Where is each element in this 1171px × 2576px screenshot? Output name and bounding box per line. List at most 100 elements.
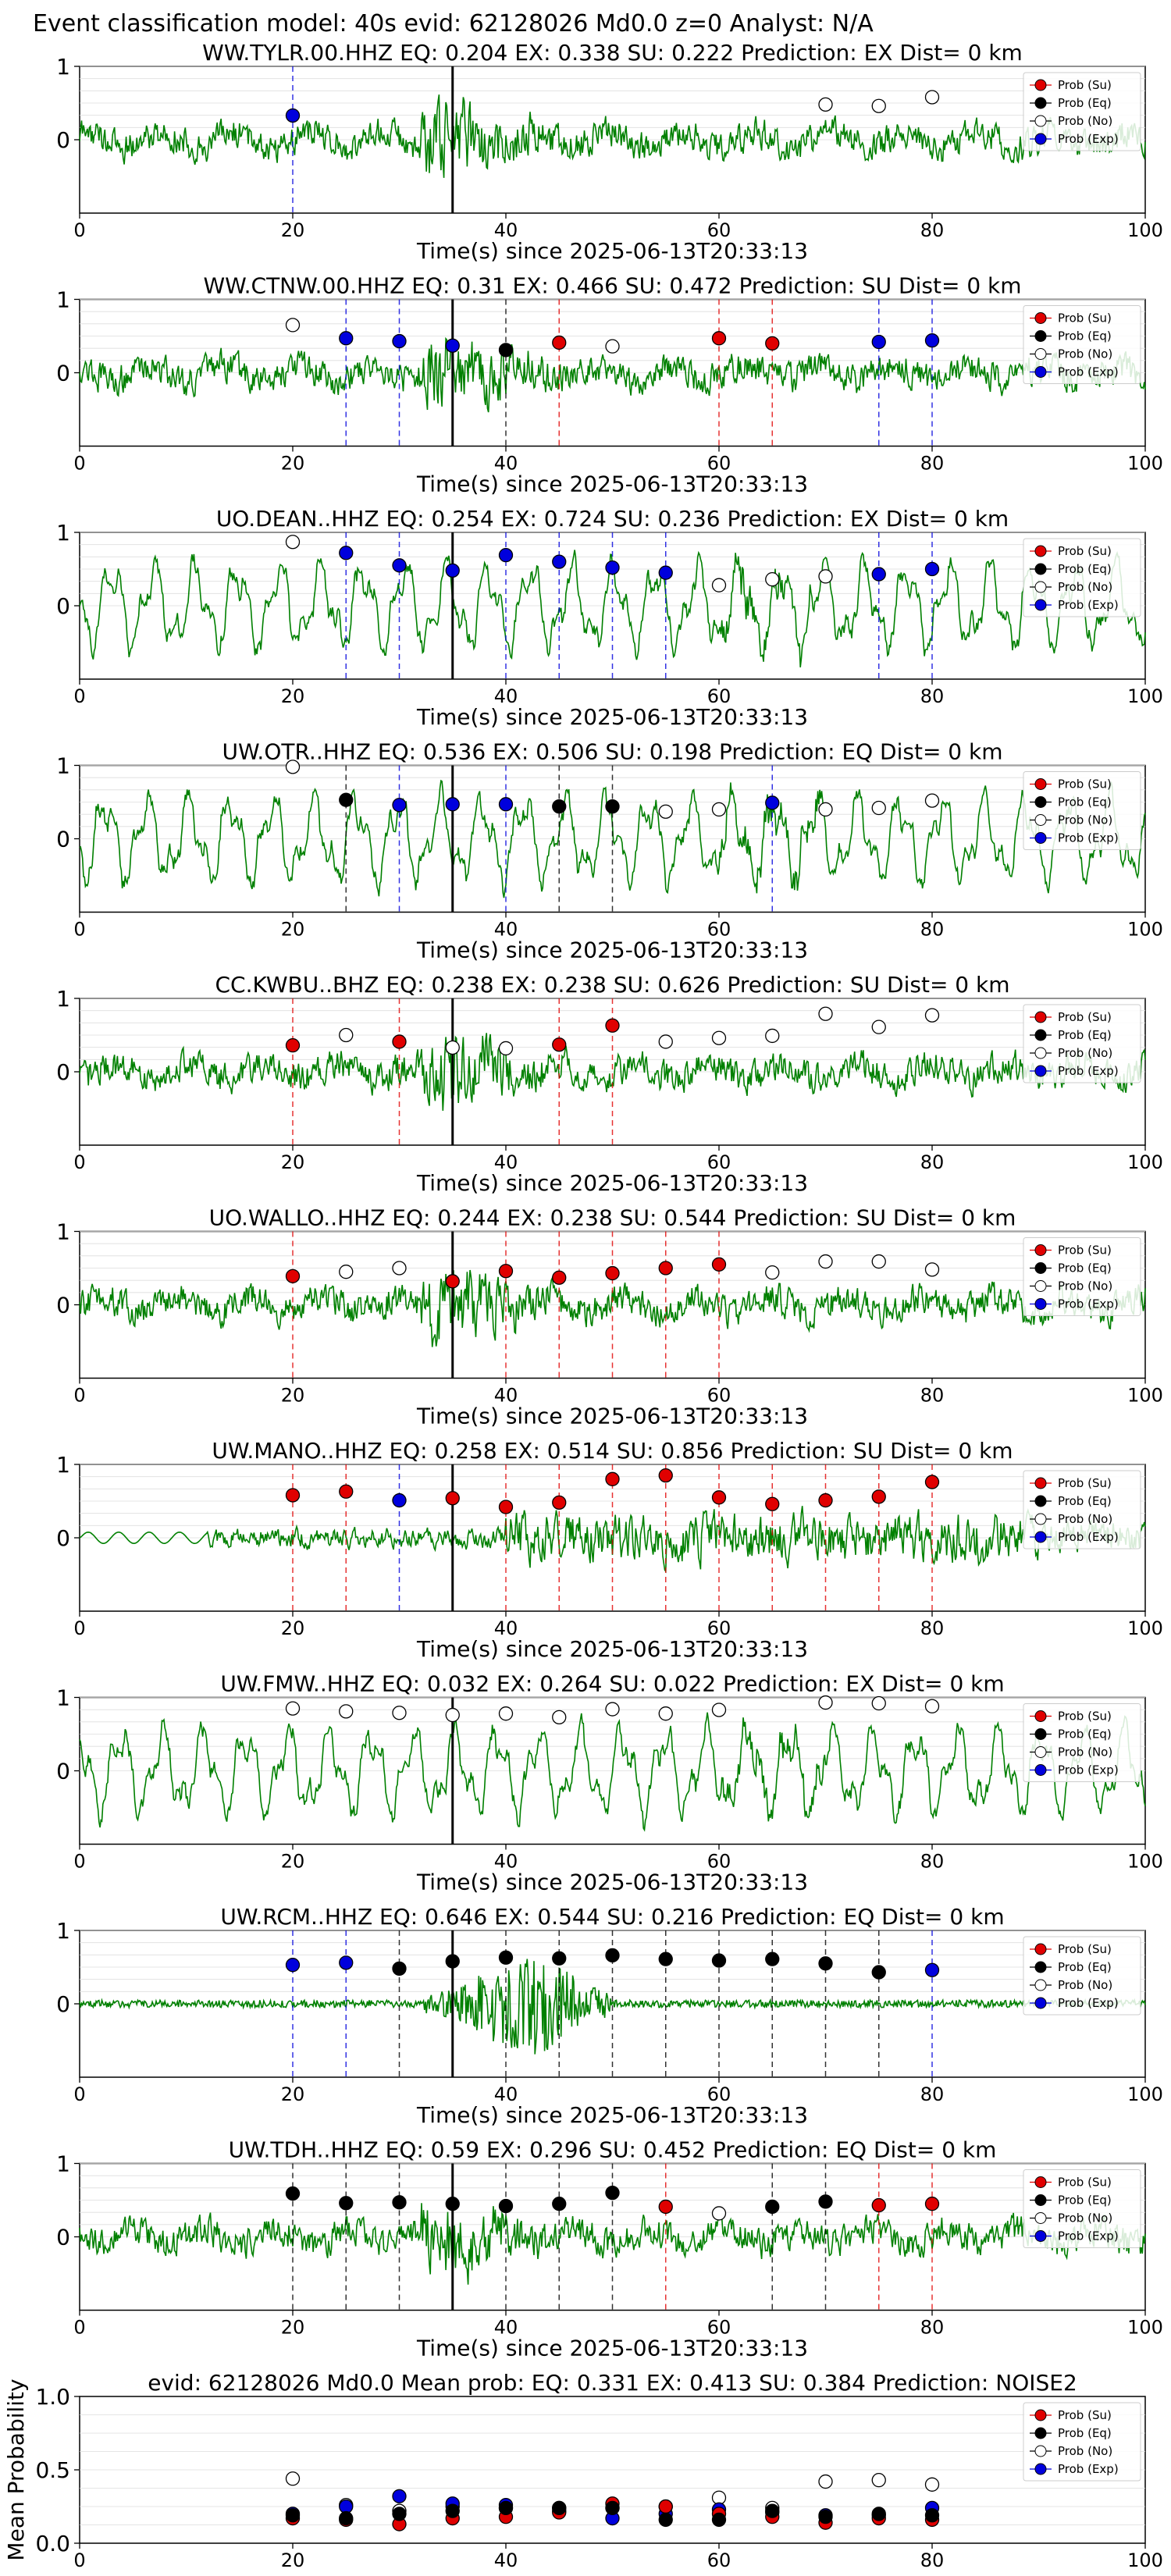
x-tick-label: 20 — [281, 453, 305, 475]
prob-marker-no — [711, 1030, 727, 1045]
prob-marker-su — [285, 1038, 301, 1053]
prob-marker-exp — [392, 1493, 407, 1508]
y-tick-label: 0 — [56, 2225, 70, 2250]
legend: Prob (Su) Prob (Eq) Prob (No) Prob (Exp) — [1023, 1703, 1141, 1782]
station-panel-1: WW.TYLR.00.HHZ EQ: 0.204 EX: 0.338 SU: 0… — [56, 40, 1163, 264]
prob-marker-su — [924, 2197, 940, 2211]
prob-marker-no — [818, 1695, 833, 1710]
prob-marker-no — [498, 1706, 514, 1721]
seismogram-trace — [79, 94, 1146, 178]
legend-frame — [1023, 1936, 1141, 2016]
panel-title: WW.TYLR.00.HHZ EQ: 0.204 EX: 0.338 SU: 0… — [202, 40, 1023, 66]
legend-label-no: Prob (No) — [1058, 580, 1112, 594]
prob-marker-exp — [285, 1958, 301, 1973]
legend-label-su: Prob (Su) — [1058, 777, 1112, 792]
station-panel-4: UW.OTR..HHZ EQ: 0.536 EX: 0.506 SU: 0.19… — [56, 739, 1163, 963]
y-tick-label: 1 — [56, 1219, 70, 1245]
legend-label-eq: Prob (Eq) — [1058, 96, 1112, 110]
prob-marker-eq — [445, 1954, 460, 1969]
x-tick-label: 80 — [920, 219, 945, 241]
legend-marker-no — [1034, 115, 1047, 127]
legend: Prob (Su) Prob (Eq) Prob (No) Prob (Exp) — [1023, 2402, 1141, 2482]
panel-title: UO.WALLO..HHZ EQ: 0.244 EX: 0.238 SU: 0.… — [209, 1205, 1016, 1231]
mean-prob-marker-su — [658, 2499, 673, 2514]
mean-prob-marker-eq — [339, 2510, 354, 2526]
prob-marker-exp — [445, 563, 460, 578]
prob-marker-su — [871, 2197, 886, 2213]
x-tick-label: 60 — [707, 2549, 731, 2571]
x-tick-label: 100 — [1127, 1151, 1163, 1173]
legend-label-eq: Prob (Eq) — [1058, 2426, 1112, 2440]
prob-marker-su — [658, 2199, 673, 2215]
legend-label-eq: Prob (Eq) — [1058, 1494, 1112, 1508]
prob-marker-eq — [285, 2186, 301, 2201]
legend-label-exp: Prob (Exp) — [1058, 1064, 1119, 1078]
panel-title: UW.MANO..HHZ EQ: 0.258 EX: 0.514 SU: 0.8… — [212, 1438, 1013, 1464]
prob-marker-eq — [392, 1961, 407, 1976]
prob-marker-no — [392, 1706, 407, 1720]
prob-marker-no — [765, 1028, 780, 1044]
legend-label-no: Prob (No) — [1058, 1978, 1112, 1992]
x-axis-label: Time(s) since 2025-06-13T20:33:13 — [416, 2102, 808, 2128]
mean-prob-marker-exp — [392, 2489, 407, 2503]
station-panel-6: UO.WALLO..HHZ EQ: 0.244 EX: 0.238 SU: 0.… — [56, 1205, 1163, 1429]
x-tick-label: 0 — [73, 1385, 85, 1407]
panel-title: CC.KWBU..BHZ EQ: 0.238 EX: 0.238 SU: 0.6… — [215, 972, 1009, 998]
prob-marker-eq — [871, 1965, 886, 1980]
prob-marker-no — [445, 1707, 460, 1723]
prob-marker-no — [339, 1704, 354, 1719]
x-tick-label: 20 — [281, 1385, 305, 1407]
legend-label-no: Prob (No) — [1058, 1512, 1112, 1526]
prob-marker-no — [818, 569, 833, 584]
panel-title: UW.RCM..HHZ EQ: 0.646 EX: 0.544 SU: 0.21… — [220, 1904, 1004, 1930]
legend-label-exp: Prob (Exp) — [1058, 1996, 1119, 2010]
legend-label-su: Prob (Su) — [1058, 1942, 1112, 1956]
x-tick-label: 0 — [73, 1851, 85, 1873]
mean-prob-marker-eq — [924, 2508, 940, 2523]
prob-marker-no — [924, 90, 940, 105]
x-axis-label: Time(s) since 2025-06-13T20:33:13 — [416, 1404, 808, 1429]
legend: Prob (Su) Prob (Eq) Prob (No) Prob (Exp) — [1023, 1237, 1141, 1316]
seismogram-trace — [79, 2203, 1146, 2285]
legend-marker-exp — [1034, 832, 1047, 844]
legend-frame — [1023, 72, 1141, 151]
x-tick-label: 60 — [707, 1851, 731, 1873]
legend-label-su: Prob (Su) — [1058, 2176, 1112, 2190]
legend-label-su: Prob (Su) — [1058, 311, 1112, 326]
prob-marker-su — [552, 1495, 567, 1510]
prob-marker-no — [658, 1706, 673, 1721]
x-tick-label: 80 — [920, 2083, 945, 2105]
legend-frame — [1023, 1004, 1141, 1083]
legend-marker-su — [1034, 1943, 1047, 1955]
mean-prob-marker-eq — [818, 2510, 833, 2524]
x-tick-label: 100 — [1127, 1851, 1163, 1873]
prob-marker-su — [285, 1488, 301, 1503]
prob-marker-no — [871, 800, 886, 816]
prob-marker-no — [818, 1006, 833, 1021]
mean-prob-marker-no — [871, 2473, 886, 2488]
legend-label-no: Prob (No) — [1058, 347, 1112, 361]
x-axis-label: Time(s) since 2025-06-13T20:33:13 — [416, 704, 808, 730]
mean-prob-marker-eq — [871, 2507, 886, 2521]
x-tick-label: 40 — [494, 453, 518, 475]
legend-label-eq: Prob (Eq) — [1058, 795, 1112, 809]
x-tick-label: 40 — [494, 219, 518, 241]
legend-marker-exp — [1034, 2230, 1047, 2242]
y-tick-label: 0 — [56, 1293, 70, 1318]
legend-marker-eq — [1034, 796, 1047, 808]
legend-label-eq: Prob (Eq) — [1058, 329, 1112, 343]
legend-marker-exp — [1034, 1531, 1047, 1543]
x-tick-label: 100 — [1127, 2549, 1163, 2571]
x-axis-label: Time(s) since 2025-06-13T20:33:13 — [416, 471, 808, 497]
x-tick-label: 80 — [920, 453, 945, 475]
legend-marker-eq — [1034, 1029, 1047, 1041]
x-tick-label: 60 — [707, 219, 731, 241]
x-tick-label: 100 — [1127, 219, 1163, 241]
legend-marker-no — [1034, 1746, 1047, 1758]
x-tick-label: 40 — [494, 1851, 518, 1873]
legend-label-no: Prob (No) — [1058, 2211, 1112, 2226]
seismogram-trace — [79, 1959, 1146, 2055]
y-tick-label: 1 — [56, 54, 70, 80]
x-tick-label: 40 — [494, 1617, 518, 1639]
